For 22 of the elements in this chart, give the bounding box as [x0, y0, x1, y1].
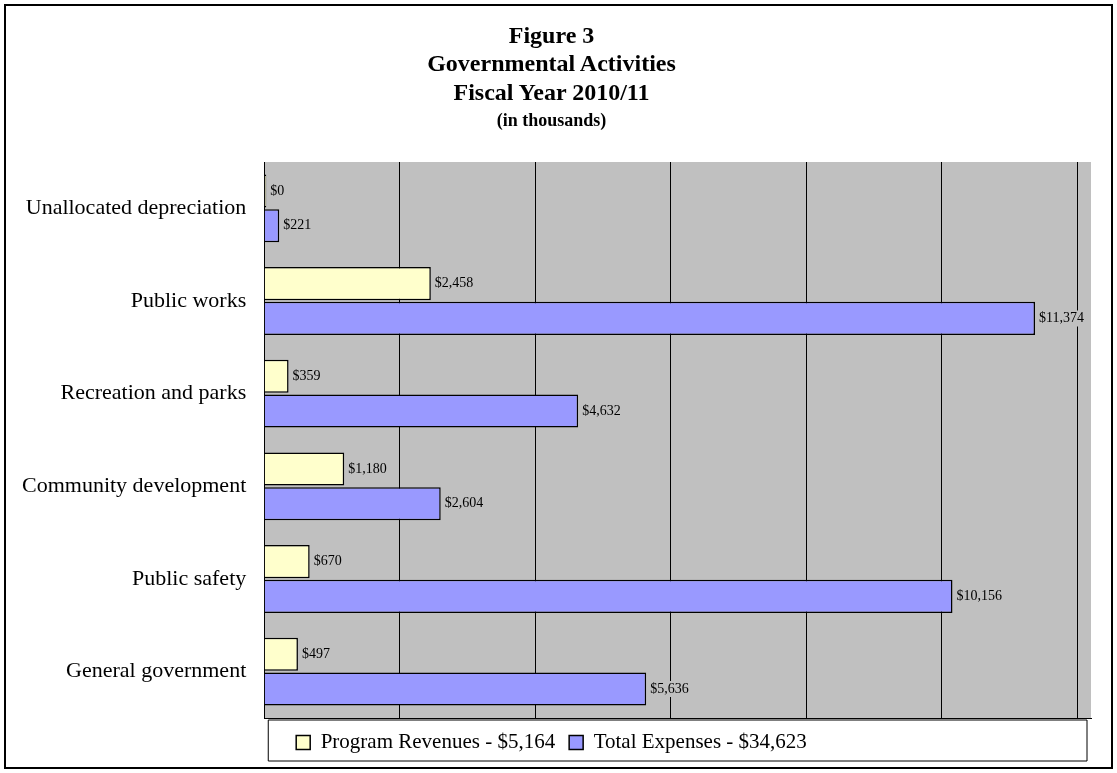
y-tick-label: General government — [66, 657, 247, 683]
chart-title: Figure 3 Governmental Activities Fiscal Year 2010/11 — [427, 21, 676, 106]
y-tick-label: Community development — [21, 472, 247, 498]
data-label: $11,374 — [1039, 310, 1085, 326]
y-tick-label: Public safety — [131, 564, 247, 590]
data-label: $4,632 — [582, 402, 621, 418]
data-label: $1,180 — [348, 460, 387, 476]
data-label: $5,636 — [650, 680, 689, 696]
y-tick-label: Recreation and parks — [60, 379, 247, 405]
y-tick-label: Unallocated depreciation — [25, 194, 247, 220]
data-label: $0 — [270, 182, 285, 198]
chart-subtitle: (in thousands) — [496, 109, 607, 131]
legend-label: Total Expenses - $34,623 — [593, 729, 807, 754]
data-label: $670 — [313, 553, 342, 569]
data-label: $359 — [292, 367, 321, 383]
data-label: $2,458 — [434, 275, 474, 291]
data-label: $221 — [283, 217, 312, 233]
data-label: $497 — [301, 645, 330, 661]
data-label: $2,604 — [444, 495, 484, 511]
y-tick-label: Public works — [130, 286, 247, 312]
data-label: $10,156 — [956, 588, 1002, 604]
legend-label: Program Revenues - $5,164 — [320, 729, 556, 754]
